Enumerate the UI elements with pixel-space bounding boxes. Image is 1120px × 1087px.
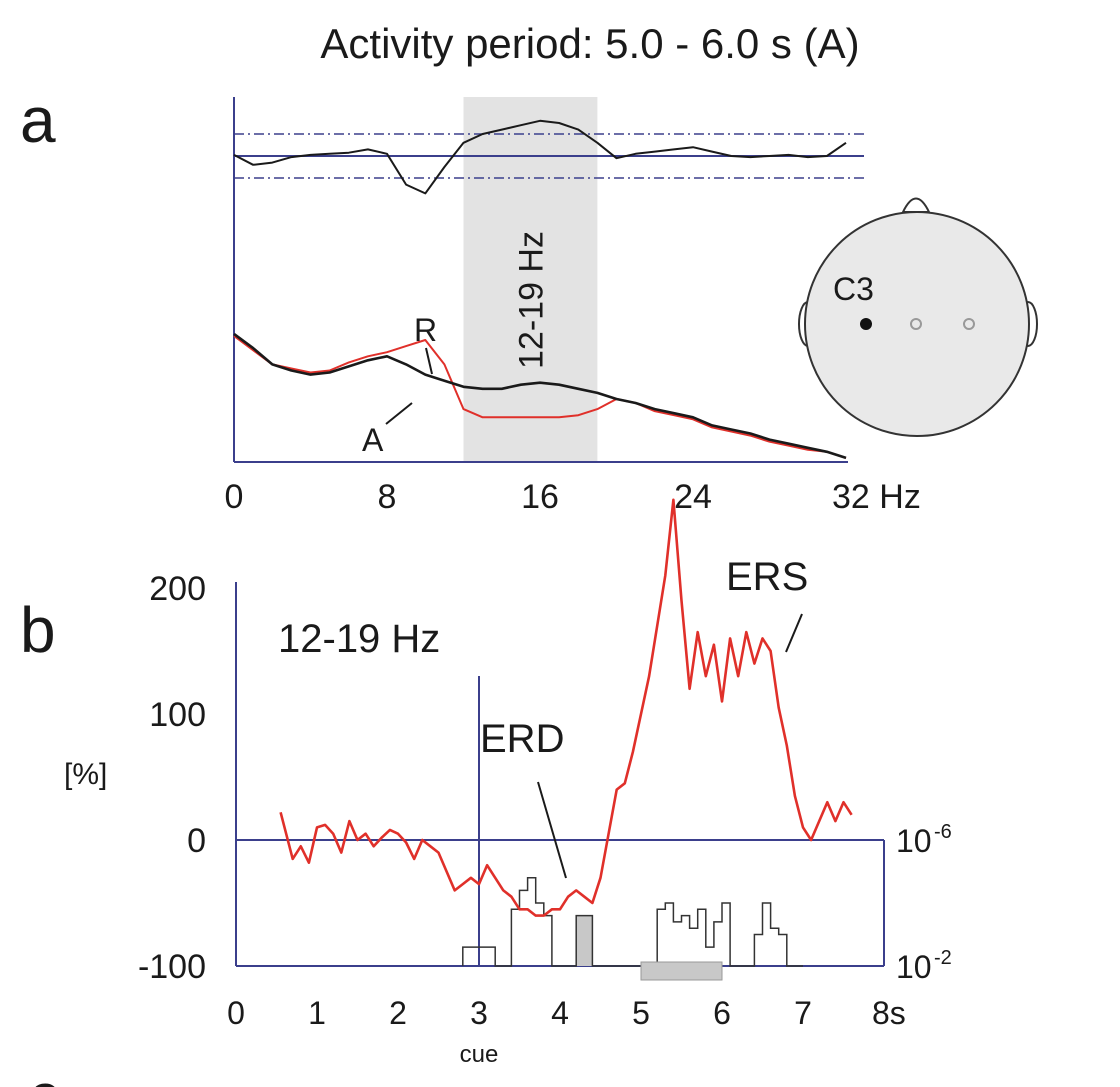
panel-b-x-tick-4: 4 [551, 995, 569, 1031]
series-r-label: R [414, 312, 437, 348]
hist-fill-0 [576, 915, 593, 966]
panel-b-right-tick-exponent-1: -2 [934, 947, 952, 969]
panel-a-x-tick-3: 24 [674, 478, 712, 516]
band-label-b: 12-19 Hz [278, 617, 440, 661]
y-axis-label: [%] [64, 758, 107, 791]
panel-b-right-tick-exponent-0: -6 [934, 821, 952, 843]
series-r-leader [425, 347, 433, 375]
panel-b-x-tick-labels: 0 1 2 3 4 5 6 7 8s [227, 995, 906, 1031]
erd-label: ERD [480, 717, 564, 761]
panel-a-x-tick-0: 0 [225, 478, 244, 516]
electrode-c4 [963, 318, 975, 330]
activity-period-bar [640, 961, 723, 981]
series-a-label: A [362, 422, 384, 458]
panel-b-x-tick-7: 7 [794, 995, 812, 1031]
significance-histogram [462, 877, 803, 967]
panel-b-right-tick-1: 10 [896, 949, 932, 985]
electrode-cz [910, 318, 922, 330]
frequency-band-shade [463, 97, 598, 462]
nose [901, 197, 931, 213]
panel-c-label-partial: c [28, 1060, 60, 1087]
panel-b-y-tick-2: 0 [187, 822, 206, 860]
figure-title: Activity period: 5.0 - 6.0 s (A) [320, 20, 859, 67]
significance-curve [233, 119, 847, 195]
panel-a-chart: 12-19 Hz R A 0 8 16 24 32 Hz [225, 97, 921, 516]
panel-b-right-tick-0: 10 [896, 823, 932, 859]
panel-b-x-tick-8: 8s [872, 995, 906, 1031]
ers-leader [785, 613, 803, 653]
head-map: C3 [798, 197, 1038, 437]
series-a-line [233, 332, 847, 460]
panel-b-y-tick-labels: 200 100 0 -100 [138, 570, 206, 986]
electrode-c3-label: C3 [833, 271, 874, 307]
series-a-leader [385, 402, 413, 425]
ers-label: ERS [726, 555, 808, 599]
panel-b-x-tick-6: 6 [713, 995, 731, 1031]
panel-b-y-tick-0: 200 [149, 570, 206, 608]
panel-b-right-tick-labels: 10 -610 -2 [896, 821, 952, 985]
scalp-outline [804, 211, 1030, 437]
panel-b-y-tick-1: 100 [149, 696, 206, 734]
band-label-a: 12-19 Hz [512, 231, 550, 369]
panel-a-x-tick-2: 16 [521, 478, 559, 516]
panel-a-x-tick-1: 8 [378, 478, 397, 516]
series-r-line [233, 335, 847, 459]
cue-label: cue [460, 1041, 499, 1068]
panel-a-label: a [20, 84, 56, 156]
erd-ers-curve [279, 498, 853, 917]
erd-leader [537, 781, 567, 879]
panel-b-x-tick-2: 2 [389, 995, 407, 1031]
panel-b-chart: 12-19 Hz ERD ERS [%] 200 100 0 -100 0 1 2 3 4 5 6… [64, 498, 952, 1068]
panel-a-x-tick-4: 32 Hz [832, 478, 921, 516]
panel-b-x-tick-0: 0 [227, 995, 245, 1031]
panel-b-label: b [20, 594, 56, 666]
panel-b-x-tick-3: 3 [470, 995, 488, 1031]
panel-b-x-tick-5: 5 [632, 995, 650, 1031]
significance-histogram-fills [576, 915, 593, 966]
panel-b-x-tick-1: 1 [308, 995, 326, 1031]
panel-b-y-tick-3: -100 [138, 948, 206, 986]
electrode-c3 [860, 318, 872, 330]
panel-a-x-tick-labels: 0 8 16 24 32 Hz [225, 478, 921, 516]
